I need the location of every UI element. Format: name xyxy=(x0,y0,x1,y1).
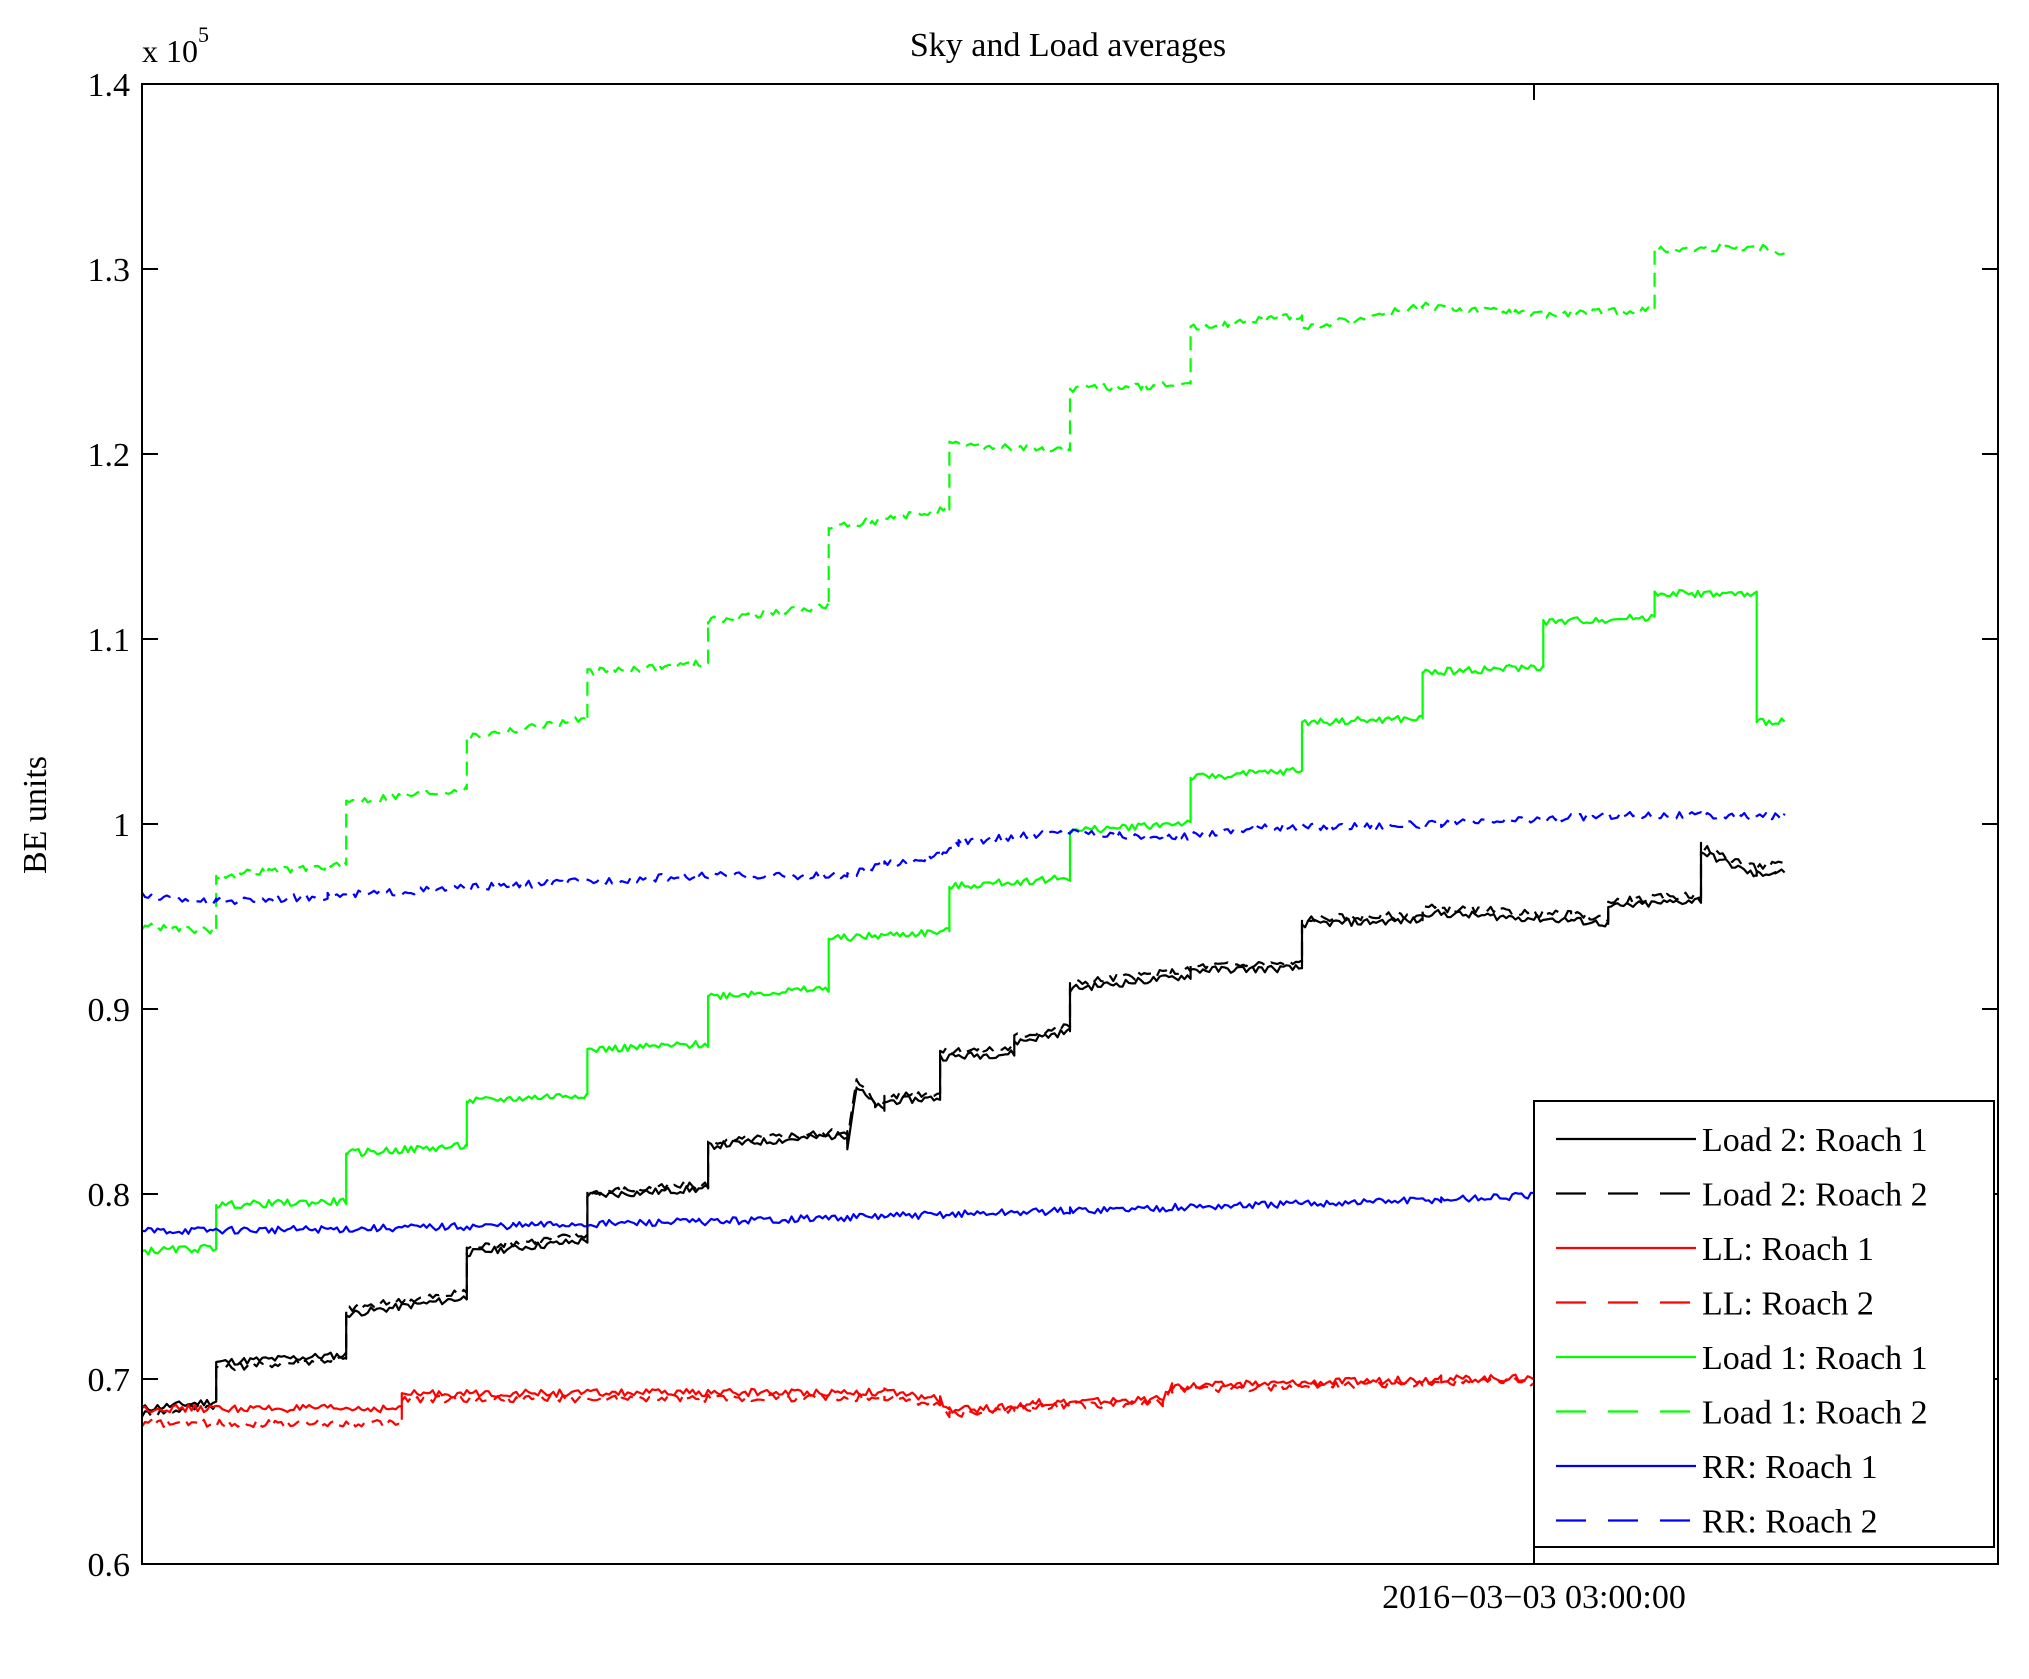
plot-area xyxy=(141,243,1786,1429)
y-exponent-label: x 105 xyxy=(142,22,209,69)
legend-label: RR: Roach 2 xyxy=(1702,1504,1878,1541)
series-line xyxy=(141,850,1786,1412)
legend-label: Load 1: Roach 1 xyxy=(1702,1340,1928,1377)
y-tick-label: 0.6 xyxy=(88,1547,131,1584)
y-tick-label: 1 xyxy=(113,807,130,844)
legend-box xyxy=(1533,1100,1995,1548)
series-line xyxy=(141,589,1786,1256)
chart-title: Sky and Load averages xyxy=(910,27,1226,64)
y-axis-ticks: 0.6 0.7 0.8 0.9 1 1.1 1.2 1.3 1.4 xyxy=(88,67,1998,1584)
series-line xyxy=(141,1375,1786,1429)
y-tick-label: 1.1 xyxy=(88,622,131,659)
legend-label: LL: Roach 2 xyxy=(1702,1286,1874,1323)
y-axis-label: BE units xyxy=(17,756,54,874)
y-exponent-power: 5 xyxy=(198,22,209,47)
legend-label: Load 2: Roach 1 xyxy=(1702,1122,1928,1159)
series-line xyxy=(141,841,1785,1418)
legend-label: LL: Roach 1 xyxy=(1702,1231,1874,1268)
y-tick-label: 0.7 xyxy=(88,1362,131,1399)
y-tick-label: 0.8 xyxy=(88,1177,131,1214)
y-tick-label: 0.9 xyxy=(88,992,131,1029)
y-tick-label: 1.4 xyxy=(88,67,131,104)
series-line xyxy=(141,810,1786,906)
legend-label: Load 1: Roach 2 xyxy=(1702,1395,1928,1432)
y-tick-label: 1.2 xyxy=(88,437,131,474)
y-exponent-base: x 10 xyxy=(142,33,198,69)
series-line xyxy=(141,1182,1786,1235)
x-tick-label: 2016−03−03 03:00:00 xyxy=(1382,1579,1686,1616)
y-tick-label: 1.3 xyxy=(88,252,131,289)
legend-label: Load 2: Roach 2 xyxy=(1702,1177,1928,1214)
series-line xyxy=(141,243,1785,935)
legend: Load 2: Roach 1 Load 2: Roach 2 LL: Roach … xyxy=(1533,1100,1995,1548)
axes-frame xyxy=(141,83,1999,1565)
x-axis-ticks: 2016−03−03 03:00:00 xyxy=(1382,84,1686,1616)
legend-label: RR: Roach 1 xyxy=(1702,1449,1878,1486)
